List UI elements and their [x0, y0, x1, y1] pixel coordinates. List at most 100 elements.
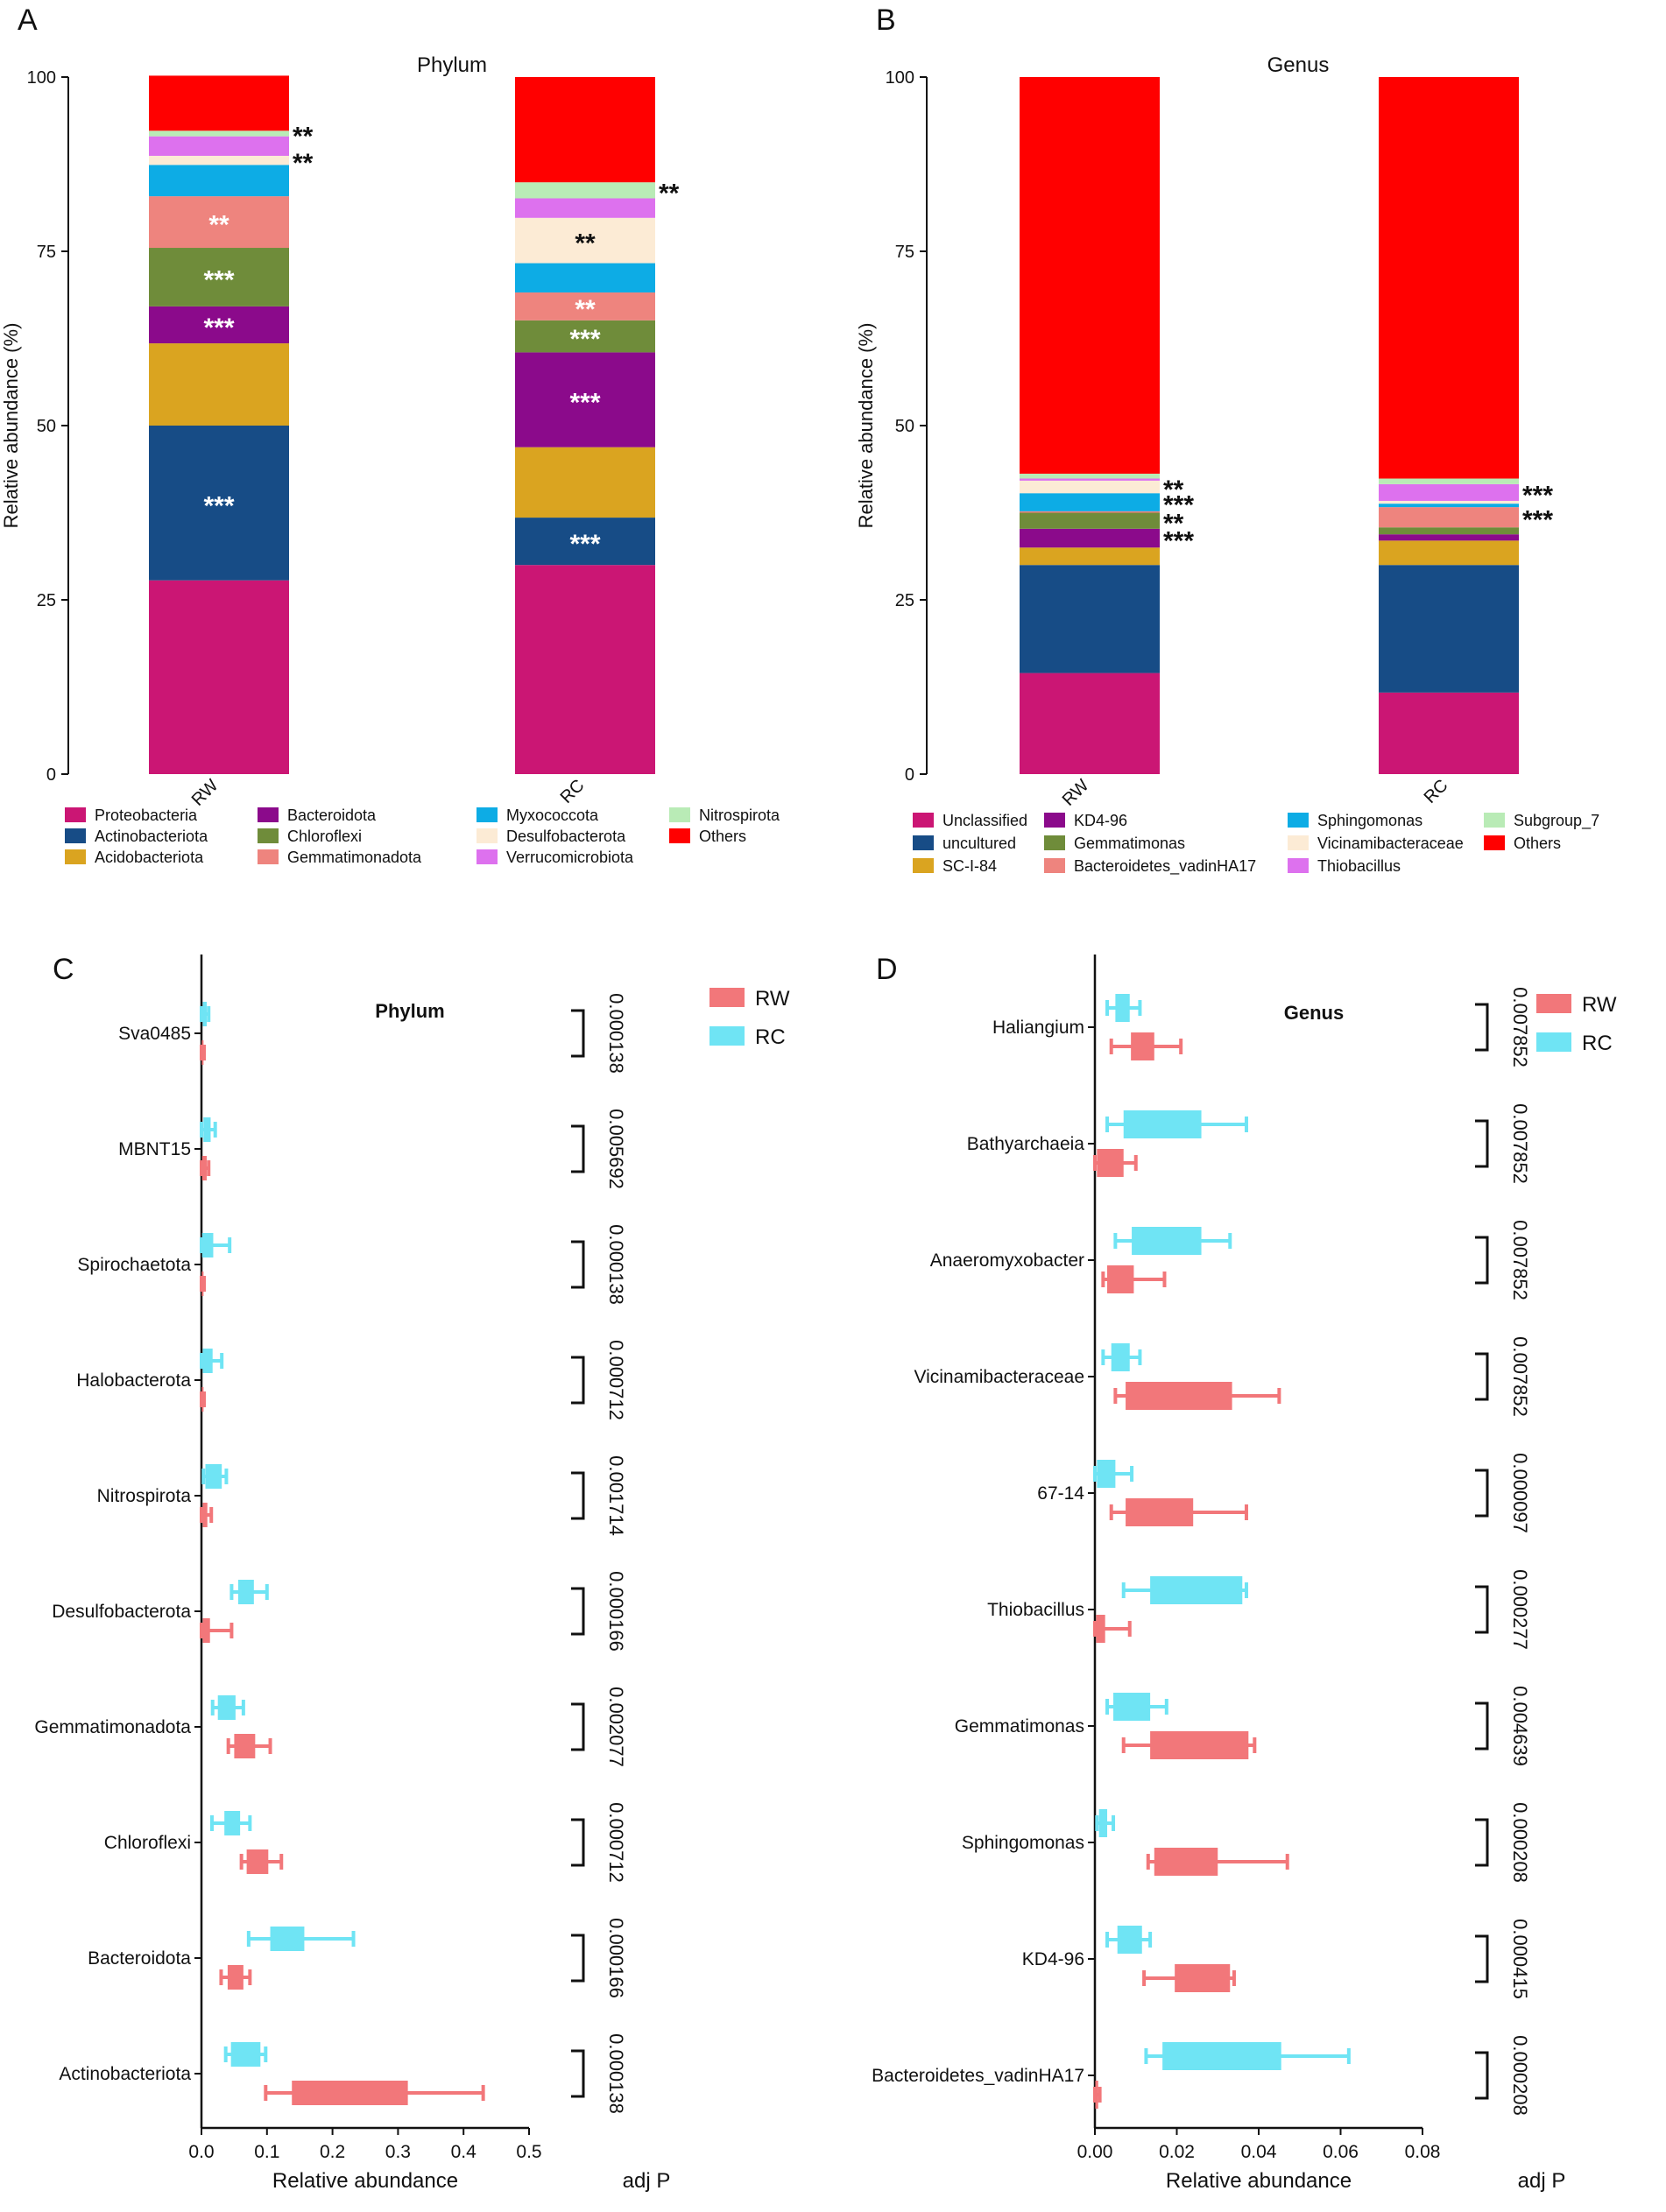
significance-label: **: [293, 149, 314, 178]
x-tick-label: RC: [557, 776, 589, 807]
box-rc-67-14: [1093, 1460, 1134, 1488]
legend-item-verrucomicrobiota: Verrucomicrobiota: [477, 849, 634, 866]
bar-segment-proteobacteria-rw: [149, 580, 289, 774]
taxon-label: MBNT15: [118, 1139, 191, 1159]
legend-label: RW: [1582, 993, 1617, 1017]
iqr-box: [1126, 1382, 1232, 1410]
taxon-group-haliangium: Haliangium 0.007852: [992, 987, 1531, 1067]
box-rc-chloroflexi: [209, 1811, 252, 1835]
box-rc-nitrospirota: [201, 1464, 229, 1489]
box-rc-haliangium: [1105, 994, 1142, 1022]
legend-label: Subgroup_7: [1514, 812, 1599, 830]
significance-bracket: [571, 1818, 585, 1867]
taxon-label: Nitrospirota: [97, 1486, 192, 1506]
bar-segment-verrucomicrobiota-rw: [149, 136, 289, 156]
taxon-group-halobacterota: Halobacterota 0.000712: [76, 1340, 627, 1420]
significance-label: ***: [1163, 527, 1194, 556]
x-tick-label: 0.06: [1323, 2142, 1359, 2162]
box-rc-anaeromyxobacter: [1113, 1227, 1232, 1255]
adj-p-value: 0.000712: [605, 1340, 627, 1420]
chart-title: Phylum: [417, 53, 487, 77]
taxon-group-67-14: 67-14 0.000097: [1037, 1453, 1531, 1533]
iqr-box: [201, 1156, 207, 1180]
taxon-label: Sva0485: [118, 1024, 191, 1044]
significance-bracket: [571, 1702, 585, 1751]
x-tick-label: 0.00: [1077, 2142, 1113, 2162]
taxon-label: Vicinamibacteraceae: [914, 1367, 1084, 1387]
box-rc-mbnt15: [200, 1117, 217, 1142]
bar-segment-nitrospirota-rc: [515, 182, 655, 199]
y-axis-label: Relative abundance (%): [855, 323, 877, 529]
adj-p-value: 0.000208: [1509, 1802, 1531, 1883]
significance-bracket: [1475, 1818, 1489, 1867]
adj-p-value: 0.005692: [605, 1109, 627, 1189]
bar-segment-verrucomicrobiota-rc: [515, 198, 655, 218]
legend-swatch: [913, 835, 934, 850]
bar-segment-acidobacteriota-rw: [149, 343, 289, 426]
y-tick-label: 50: [37, 417, 56, 436]
taxon-label: 67-14: [1037, 1483, 1084, 1504]
panel-letter: B: [876, 4, 896, 37]
adj-p-value: 0.001714: [605, 1455, 627, 1536]
taxon-group-thiobacillus: Thiobacillus 0.000277: [987, 1569, 1531, 1650]
taxon-label: Thiobacillus: [987, 1600, 1084, 1620]
iqr-box: [1150, 1576, 1243, 1604]
bar-segment-gemmatimonadota-rc: [515, 292, 655, 321]
adj-p-value: 0.000138: [605, 2033, 627, 2114]
iqr-box: [201, 1387, 204, 1412]
legend-swatch: [669, 828, 690, 843]
adj-p-value: 0.007852: [1509, 1103, 1531, 1184]
bar-segment-bacteroidetes-vadinha17-rw: [1020, 511, 1160, 513]
taxon-label: Chloroflexi: [104, 1833, 191, 1853]
taxon-group-spirochaetota: Spirochaetota 0.000138: [77, 1224, 627, 1305]
bar-segment-actinobacteriota-rw: [149, 426, 289, 581]
iqr-box: [1095, 2081, 1098, 2109]
box-rc-kd4-96: [1105, 1926, 1153, 1954]
taxon-label: Bacteroidota: [88, 1948, 191, 1969]
adj-p-value: 0.000208: [1509, 2035, 1531, 2116]
taxon-label: Desulfobacterota: [52, 1602, 191, 1622]
legend-swatch: [477, 807, 498, 822]
legend-label: Chloroflexi: [287, 828, 362, 845]
significance-bracket: [1475, 1469, 1489, 1518]
iqr-box: [1132, 1227, 1202, 1255]
x-tick-label: 0.1: [254, 2142, 279, 2162]
y-tick-label: 75: [37, 243, 56, 262]
significance-label: **: [293, 122, 314, 151]
legend-label: Gemmatimonadota: [287, 849, 422, 866]
adj-p-value: 0.007852: [1509, 987, 1531, 1067]
panel-D: D Genus 0.00 0.02 0.04 0.06 0.08 Relative abund…: [872, 953, 1617, 2193]
box-rw-spirochaetota: [200, 1272, 206, 1296]
panel-letter: D: [876, 953, 898, 986]
bar-segment-acidobacteriota-rc: [515, 447, 655, 518]
significance-label: ***: [203, 491, 234, 520]
iqr-box: [1162, 2042, 1281, 2070]
taxon-label: Actinobacteriota: [59, 2064, 191, 2084]
y-tick-label: 25: [895, 591, 914, 610]
iqr-box: [234, 1734, 256, 1758]
bar-segment-others-rw: [149, 75, 289, 131]
iqr-box: [202, 1503, 208, 1527]
adj-p-value: 0.004639: [1509, 1686, 1531, 1766]
iqr-box: [202, 1002, 207, 1026]
taxon-label: Bathyarchaeia: [967, 1134, 1085, 1154]
iqr-box: [224, 1811, 241, 1835]
y-tick-label: 0: [46, 765, 56, 785]
adj-p-value: 0.000166: [605, 1571, 627, 1652]
legend-item-chloroflexi: Chloroflexi: [258, 828, 362, 845]
legend-swatch: [258, 849, 279, 864]
iqr-box: [246, 1849, 269, 1874]
iqr-box: [1115, 994, 1130, 1022]
x-tick-label: 0.08: [1405, 2142, 1441, 2162]
legend-label: RC: [755, 1025, 786, 1049]
box-rw-kd4-96: [1142, 1964, 1236, 1992]
taxon-label: Haliangium: [992, 1018, 1084, 1038]
taxon-label: Gemmatimonas: [955, 1716, 1084, 1736]
box-rw-anaeromyxobacter: [1101, 1265, 1167, 1293]
legend-label: Desulfobacterota: [506, 828, 626, 845]
legend-label: RW: [755, 987, 790, 1011]
adj-p-value: 0.000277: [1509, 1569, 1531, 1650]
bar-segment-chloroflexi-rc: [515, 320, 655, 353]
bar-segment-bacteroidetes-vadinha17-rc: [1379, 507, 1519, 528]
bar-segment-desulfobacterota-rw: [149, 155, 289, 166]
